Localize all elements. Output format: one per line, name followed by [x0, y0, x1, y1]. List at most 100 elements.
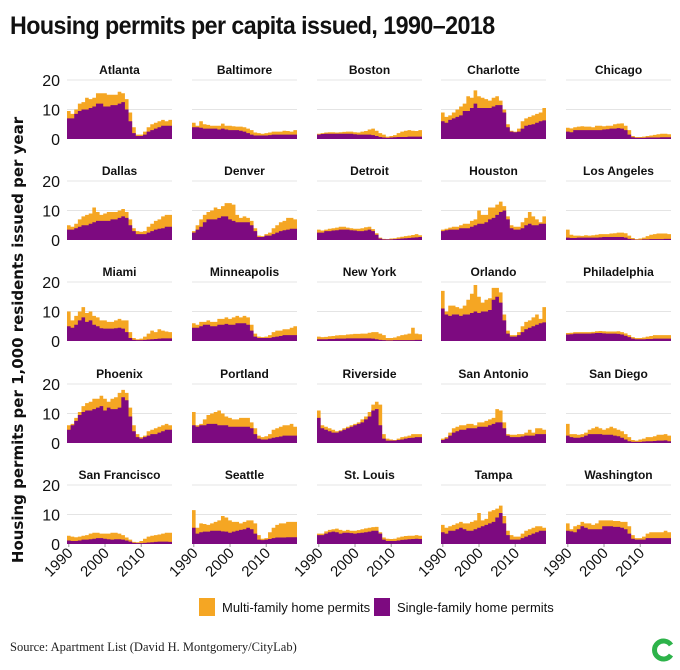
x-tick-label: 1990 [291, 545, 327, 581]
y-tick-label: 0 [51, 334, 60, 351]
y-tick-label: 20 [42, 478, 60, 495]
panel-portland: Portland [192, 367, 297, 443]
single-family-area [192, 127, 297, 139]
single-family-area [441, 513, 546, 544]
x-tick-label: 2010 [238, 545, 274, 581]
panel-minneapolis: Minneapolis [192, 265, 297, 341]
panel-title: Portland [220, 367, 269, 381]
panel-tampa: Tampa 1990 2000 2010 [415, 468, 546, 580]
panel-philadelphia: Philadelphia [566, 265, 671, 341]
single-family-area [317, 409, 422, 443]
y-tick-label: 10 [42, 204, 60, 221]
panel-charlotte: Charlotte [441, 63, 546, 139]
panel-phoenix: Phoenix 0 10 20 [42, 367, 172, 453]
x-tick-label: 2010 [612, 545, 648, 581]
panel-title: Baltimore [217, 63, 273, 77]
single-family-area [67, 317, 172, 341]
panel-san-diego: San Diego [566, 367, 671, 443]
multi-family-area [317, 327, 422, 341]
panel-new-york: New York [317, 265, 422, 341]
panel-st-louis: St. Louis 1990 2000 2010 [291, 468, 422, 580]
panel-los-angeles: Los Angeles [566, 164, 671, 240]
panel-title: Riverside [342, 367, 396, 381]
chart-title: Housing permits per capita issued, 1990–… [10, 12, 495, 40]
single-family-area [317, 229, 422, 240]
legend: Multi-family home permits Single-family h… [199, 598, 554, 616]
panel-title: Phoenix [96, 367, 143, 381]
panel-title: Washington [584, 468, 652, 482]
panel-san-antonio: San Antonio [441, 367, 546, 443]
single-family-area [566, 333, 671, 341]
panel-title: Tampa [475, 468, 513, 482]
single-family-area [192, 527, 297, 544]
panel-title: Chicago [595, 63, 642, 77]
panel-title: San Antonio [458, 367, 528, 381]
y-tick-label: 10 [42, 407, 60, 424]
single-family-area [67, 397, 172, 443]
panel-title: Denver [224, 164, 265, 178]
panel-title: Atlanta [99, 63, 140, 77]
panel-detroit: Detroit [317, 164, 422, 240]
single-family-area [317, 530, 422, 544]
single-family-area [566, 526, 671, 544]
y-tick-label: 0 [51, 436, 60, 453]
panel-chicago: Chicago [566, 63, 671, 139]
panel-boston: Boston [317, 63, 422, 139]
single-family-area [566, 128, 671, 139]
y-tick-label: 0 [51, 233, 60, 250]
legend-label-multi-family: Multi-family home permits [222, 600, 371, 615]
y-tick-label: 10 [42, 508, 60, 525]
single-family-area [566, 434, 671, 443]
x-tick-label: 1990 [41, 545, 77, 581]
single-family-area [441, 296, 546, 341]
panel-title: Boston [349, 63, 390, 77]
legend-label-single-family: Single-family home permits [397, 600, 554, 615]
multi-family-area [566, 229, 671, 240]
single-family-area [192, 216, 297, 240]
x-tick-label: 1990 [166, 545, 202, 581]
panel-denver: Denver [192, 164, 297, 240]
panel-orlando: Orlando [441, 265, 546, 341]
panel-washington: Washington 1990 2000 2010 [540, 468, 671, 580]
y-tick-label: 20 [42, 275, 60, 292]
y-tick-label: 20 [42, 73, 60, 90]
panel-houston: Houston [441, 164, 546, 240]
single-family-area [317, 133, 422, 139]
single-family-area [67, 216, 172, 240]
panel-title: St. Louis [344, 468, 395, 482]
panel-title: Charlotte [467, 63, 520, 77]
x-tick-label: 2010 [113, 545, 149, 581]
x-tick-label: 2010 [487, 545, 523, 581]
x-tick-label: 2000 [327, 545, 363, 581]
panel-title: Philadelphia [583, 265, 654, 279]
legend-swatch-multi-family [199, 598, 215, 616]
panel-title: San Francisco [78, 468, 160, 482]
x-tick-label: 2000 [576, 545, 612, 581]
y-tick-label: 10 [42, 103, 60, 120]
panel-atlanta: Atlanta 0 10 20 [42, 63, 172, 149]
legend-swatch-single-family [374, 598, 390, 616]
y-tick-label: 20 [42, 174, 60, 191]
y-tick-label: 0 [51, 537, 60, 554]
y-tick-label: 20 [42, 377, 60, 394]
panel-title: Orlando [470, 265, 516, 279]
x-tick-label: 2000 [451, 545, 487, 581]
single-family-area [67, 538, 172, 544]
single-family-area [317, 338, 422, 341]
panel-title: Houston [469, 164, 518, 178]
y-axis-label: Housing permits per 1,000 residents issu… [9, 116, 27, 563]
panel-title: Detroit [350, 164, 389, 178]
panel-title: Miami [102, 265, 136, 279]
single-family-area [192, 323, 297, 341]
panel-title: New York [343, 265, 397, 279]
panel-riverside: Riverside [317, 367, 422, 443]
panel-seattle: Seattle 1990 2000 2010 [166, 468, 297, 580]
panel-title: Seattle [225, 468, 265, 482]
panel-title: Minneapolis [210, 265, 280, 279]
x-tick-label: 1990 [540, 545, 576, 581]
x-tick-label: 1990 [415, 545, 451, 581]
panel-dallas: Dallas 0 10 20 [42, 164, 172, 250]
y-tick-label: 10 [42, 305, 60, 322]
citylab-logo-icon [652, 638, 674, 662]
